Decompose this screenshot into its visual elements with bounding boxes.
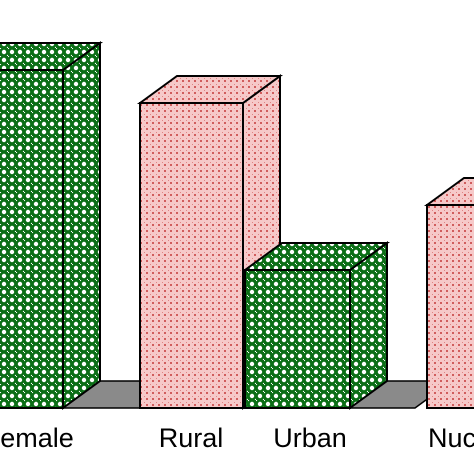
bar xyxy=(139,102,244,409)
bar-side xyxy=(349,241,388,410)
bar xyxy=(244,269,351,409)
x-tick-label: Nuc xyxy=(428,423,474,453)
bar xyxy=(426,204,474,409)
bar-top xyxy=(423,177,474,206)
x-tick-label: Urban xyxy=(273,423,347,453)
x-tick-label: emale xyxy=(0,423,74,453)
bar xyxy=(0,69,64,409)
x-tick-label: Rural xyxy=(159,423,224,453)
bar-side xyxy=(62,41,101,410)
bars xyxy=(0,41,474,410)
